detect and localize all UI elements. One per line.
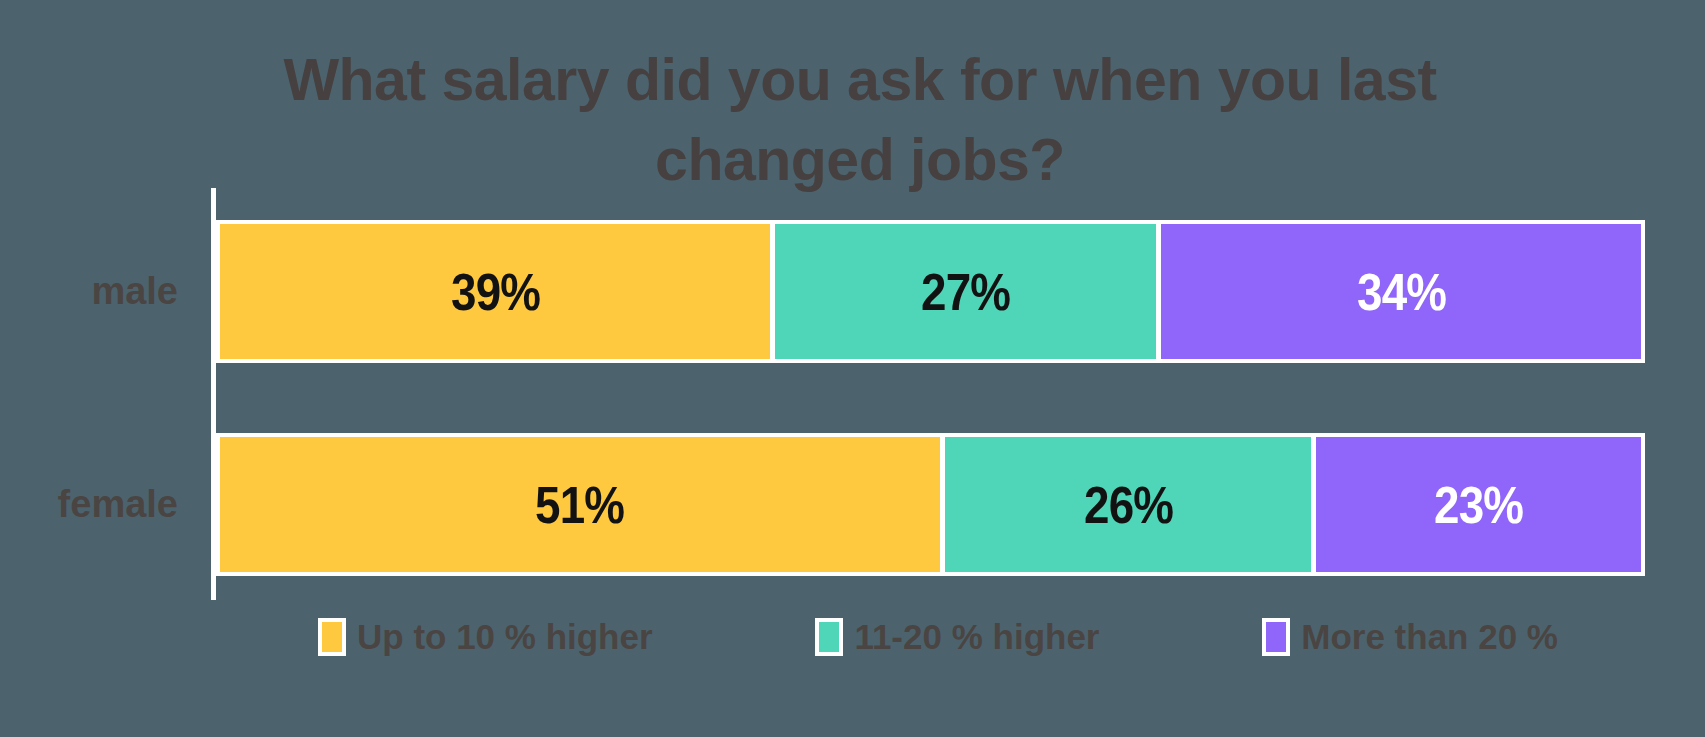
bar-male-segment-11-20: 27%: [775, 224, 1156, 359]
bar-male: 39% 27% 34%: [216, 220, 1645, 363]
bar-female-segment-more-than-20: 23%: [1316, 437, 1641, 572]
bar-male-segment-up-to-10: 39%: [220, 224, 770, 359]
category-label-female: female: [0, 433, 178, 576]
legend-label: 11-20 % higher: [854, 617, 1099, 657]
chart-canvas: What salary did you ask for when you las…: [0, 0, 1705, 737]
legend-label: Up to 10 % higher: [357, 617, 653, 657]
bar-female: 51% 26% 23%: [216, 433, 1645, 576]
value-label: 34%: [1357, 262, 1446, 322]
legend-swatch-teal-icon: [815, 618, 843, 656]
legend-item-more-than-20: More than 20 %: [1262, 617, 1558, 657]
value-label: 23%: [1434, 475, 1523, 535]
value-label: 26%: [1084, 475, 1173, 535]
legend: Up to 10 % higher 11-20 % higher More th…: [318, 614, 1558, 660]
bar-female-segment-11-20: 26%: [945, 437, 1312, 572]
category-label-male: male: [0, 220, 178, 363]
value-label: 27%: [921, 262, 1010, 322]
value-label: 39%: [451, 262, 540, 322]
legend-item-11-20: 11-20 % higher: [815, 617, 1099, 657]
legend-label: More than 20 %: [1301, 617, 1558, 657]
bar-male-segment-more-than-20: 34%: [1161, 224, 1641, 359]
bar-female-segment-up-to-10: 51%: [220, 437, 940, 572]
legend-swatch-purple-icon: [1262, 618, 1290, 656]
chart-title: What salary did you ask for when you las…: [195, 40, 1525, 200]
legend-swatch-yellow-icon: [318, 618, 346, 656]
legend-item-up-to-10: Up to 10 % higher: [318, 617, 653, 657]
value-label: 51%: [535, 475, 624, 535]
